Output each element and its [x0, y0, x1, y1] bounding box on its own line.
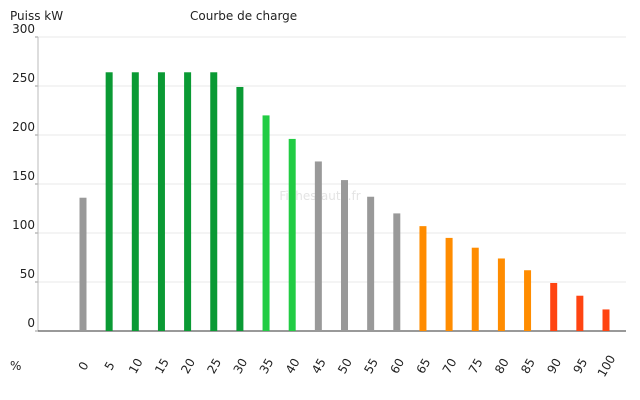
x-tick-label: 45 [309, 356, 329, 376]
bar [288, 138, 296, 331]
x-axis-label: % [10, 359, 21, 373]
bar [445, 237, 453, 331]
x-tick-label: 25 [204, 356, 224, 376]
bar [210, 72, 218, 331]
x-tick-label: 70 [440, 356, 460, 376]
x-tick-label: 75 [466, 356, 486, 376]
bar [262, 115, 270, 332]
bar [105, 72, 113, 331]
bar [157, 72, 165, 331]
x-tick-label: 55 [361, 356, 381, 376]
x-tick-label: 80 [492, 356, 512, 376]
x-tick-label: 95 [571, 356, 591, 376]
y-axis-label: Puiss kW [10, 9, 63, 23]
x-tick-label: 30 [231, 356, 251, 376]
y-tick-label: 50 [20, 267, 35, 281]
bar [184, 72, 192, 331]
bar [471, 247, 479, 331]
bar [497, 258, 505, 331]
y-tick-label: 250 [12, 71, 35, 85]
bar [79, 197, 87, 331]
x-tick-label: 35 [257, 356, 277, 376]
bar [550, 282, 558, 331]
bar [524, 270, 532, 331]
bar [367, 196, 375, 331]
bar [341, 180, 348, 331]
bar [236, 86, 244, 331]
x-tick-label: 100 [595, 353, 619, 380]
bar [393, 213, 401, 331]
x-tick-label: 85 [518, 356, 538, 376]
x-tick-label: 10 [126, 356, 146, 376]
y-tick-label: 300 [12, 22, 35, 36]
x-tick-label: 40 [283, 356, 303, 376]
x-tick-label: 15 [152, 356, 172, 376]
x-tick-label: 65 [414, 356, 434, 376]
y-tick-label: 0 [27, 316, 35, 330]
x-tick-label: 0 [76, 359, 92, 373]
bar [131, 72, 139, 331]
x-tick-label: 20 [178, 356, 198, 376]
bar [314, 161, 322, 331]
bar [602, 309, 610, 331]
x-tick-label: 60 [387, 356, 407, 376]
x-tick-label: 90 [544, 356, 564, 376]
bar [419, 226, 427, 331]
x-tick-label: 50 [335, 356, 355, 376]
x-tick-label: 5 [102, 359, 118, 373]
y-tick-label: 150 [12, 169, 35, 183]
chart-title: Courbe de charge [190, 9, 297, 23]
bar [576, 295, 584, 331]
y-tick-label: 100 [12, 218, 35, 232]
y-tick-label: 200 [12, 120, 35, 134]
